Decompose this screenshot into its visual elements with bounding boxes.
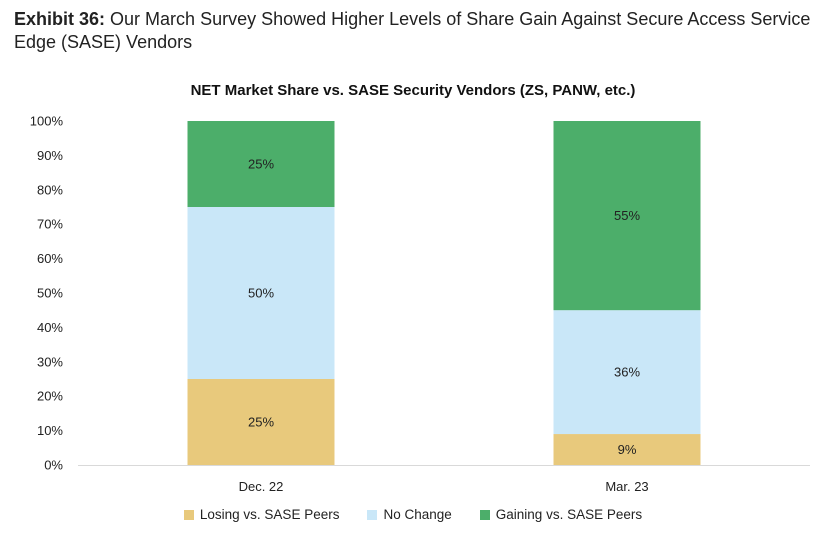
legend-label: No Change (383, 507, 452, 522)
exhibit-label: Exhibit 36: (14, 9, 106, 29)
y-tick-label: 20% (37, 389, 63, 404)
data-label: 25% (248, 415, 274, 430)
bar-segment (187, 379, 335, 465)
y-tick-label: 60% (37, 251, 63, 266)
x-tick-label: Dec. 22 (239, 479, 284, 494)
y-tick-label: 70% (37, 217, 63, 232)
exhibit-caption: Exhibit 36: Our March Survey Showed High… (14, 8, 814, 54)
bar-segment (553, 434, 701, 465)
legend-label: Losing vs. SASE Peers (199, 507, 340, 522)
chart-legend: Losing vs. SASE Peers No Change Gaining vs… (0, 507, 826, 522)
y-tick-label: 50% (37, 286, 63, 301)
data-label: 55% (614, 208, 640, 223)
y-tick-label: 30% (37, 354, 63, 369)
legend-swatch (367, 509, 378, 520)
y-tick-label: 90% (37, 148, 63, 163)
legend-swatch (479, 509, 490, 520)
exhibit-text: Our March Survey Showed Higher Levels of… (14, 9, 811, 52)
data-label: 25% (248, 157, 274, 172)
bar-segment (553, 121, 701, 311)
legend-item: No Change (367, 507, 452, 522)
x-tick-label: Mar. 23 (605, 479, 648, 494)
data-label: 50% (248, 286, 274, 301)
y-tick-label: 100% (30, 114, 64, 129)
chart-title: NET Market Share vs. SASE Security Vendo… (190, 82, 636, 99)
bar-segment (187, 207, 335, 379)
bar-segment (553, 310, 701, 435)
y-tick-label: 40% (37, 320, 63, 335)
bar-segment (187, 121, 335, 207)
legend-swatch (183, 509, 194, 520)
legend-item: Losing vs. SASE Peers (183, 507, 340, 522)
y-tick-label: 0% (44, 458, 63, 473)
y-tick-label: 10% (37, 423, 63, 438)
data-label: 9% (618, 442, 637, 457)
y-tick-label: 80% (37, 182, 63, 197)
legend-label: Gaining vs. SASE Peers (495, 507, 643, 522)
data-label: 36% (614, 365, 640, 380)
legend-item: Gaining vs. SASE Peers (479, 507, 643, 522)
